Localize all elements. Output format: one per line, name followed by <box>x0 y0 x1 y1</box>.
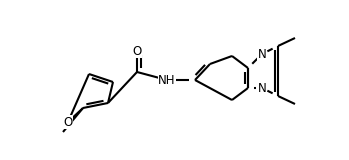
Text: N: N <box>258 81 266 95</box>
Text: O: O <box>64 116 73 128</box>
Text: O: O <box>132 44 142 57</box>
Text: N: N <box>258 48 266 60</box>
Text: NH: NH <box>158 73 176 87</box>
